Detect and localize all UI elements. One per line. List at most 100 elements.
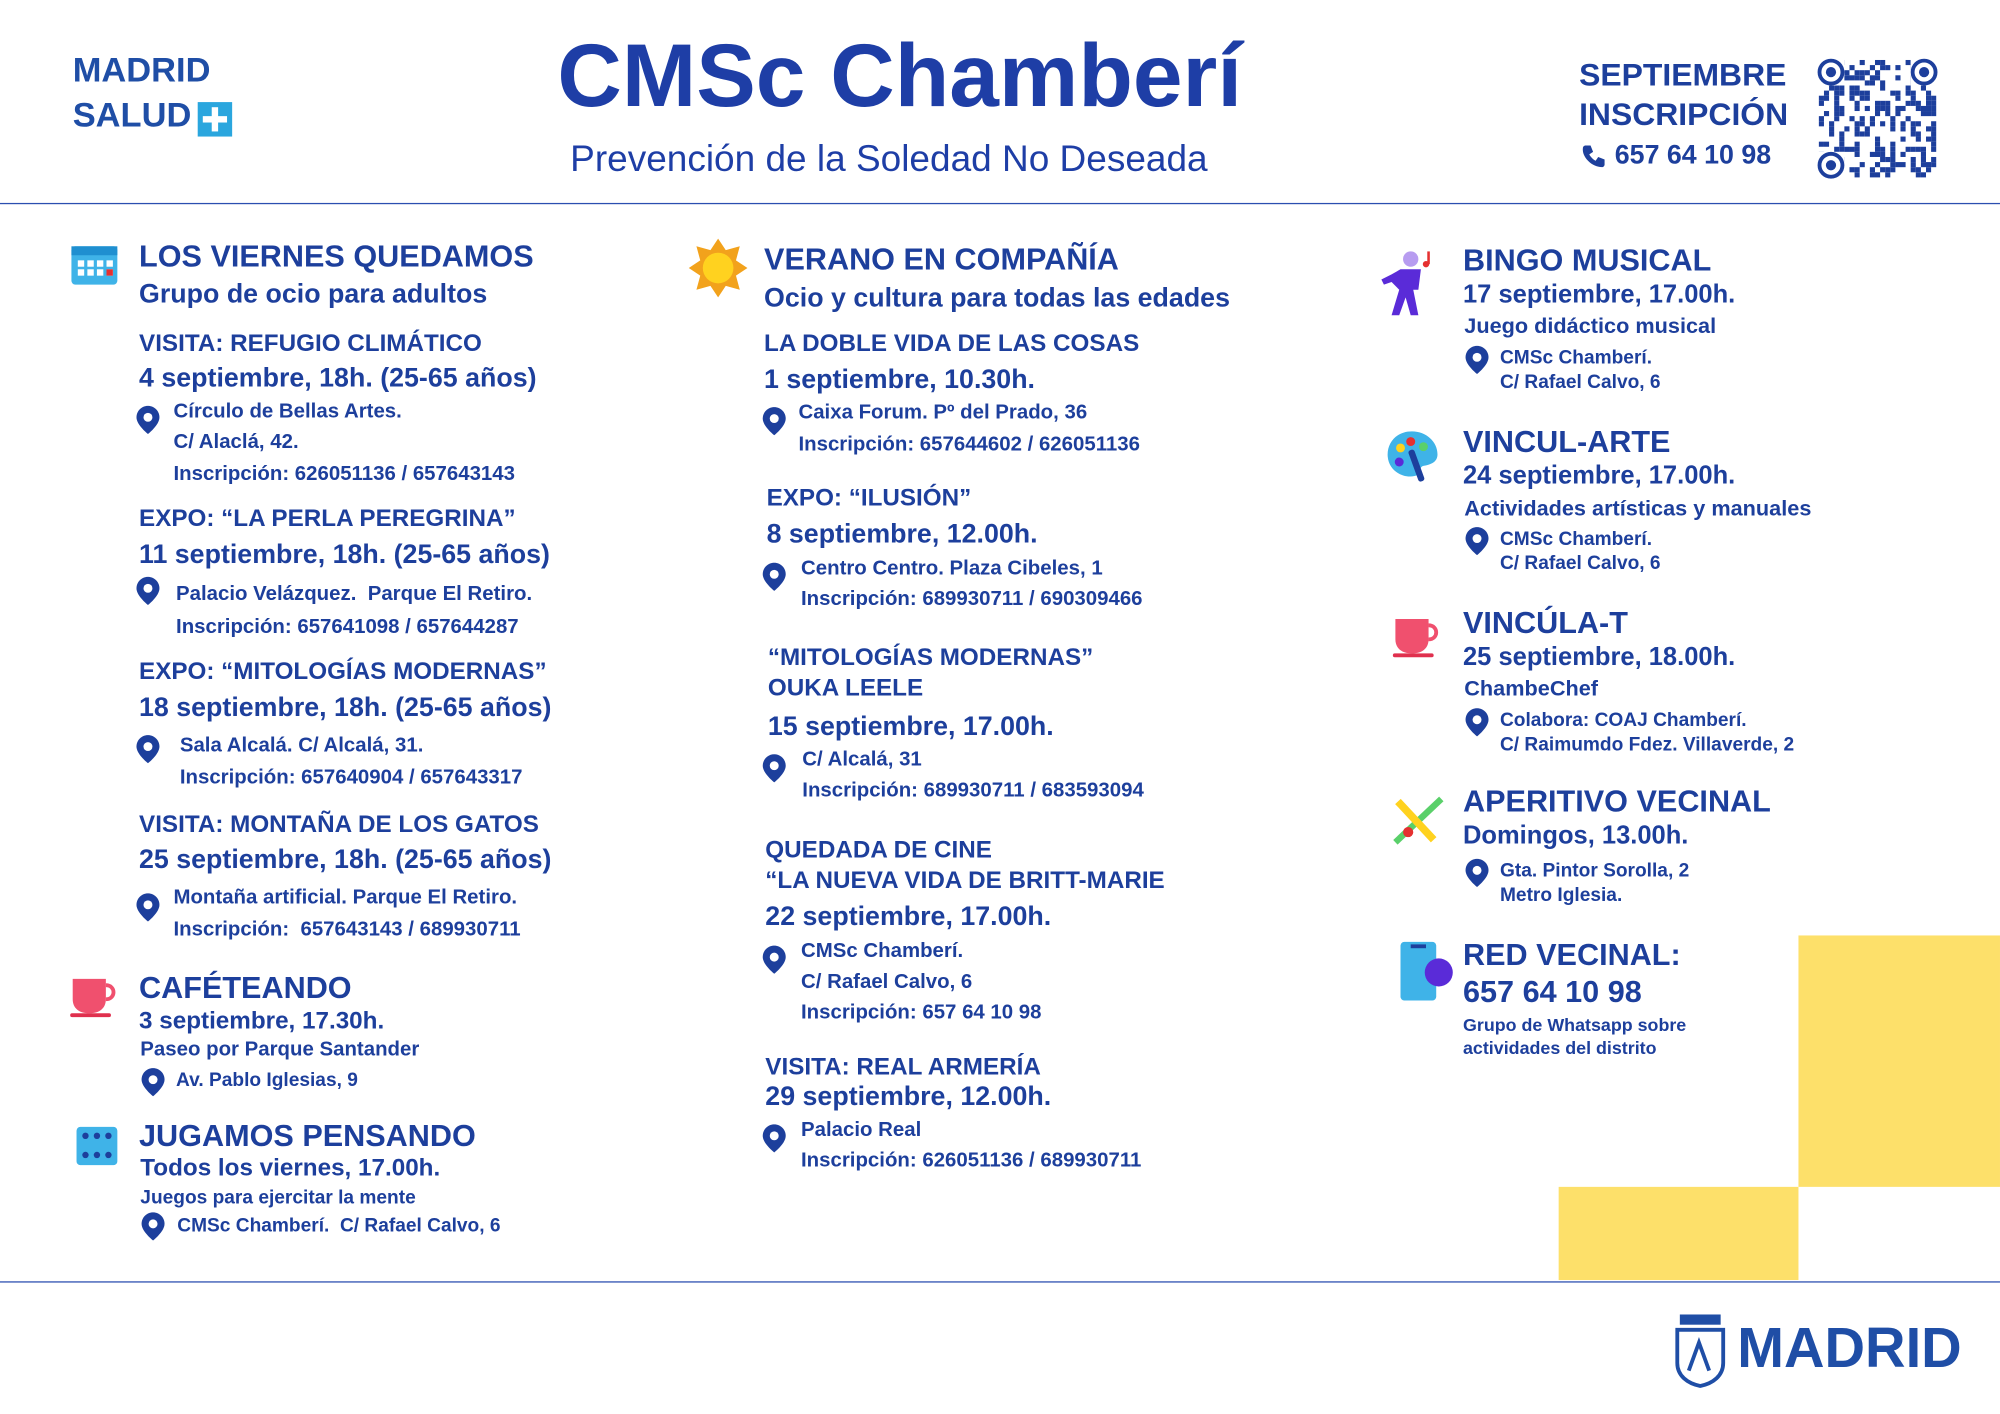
phone-icon xyxy=(1582,145,1605,168)
section-title: APERITIVO VECINAL xyxy=(1462,784,1771,819)
event-note: Actividades artísticas y manuales xyxy=(1464,496,1812,521)
cup-icon xyxy=(1392,618,1439,658)
event-place: CMSc Chamberí. xyxy=(1499,528,1653,551)
event-place: C/ Alcalá, 31 xyxy=(802,749,922,772)
event-place: Inscripción: 657644602 / 626051136 xyxy=(798,434,1140,457)
event-place: Colabora: COAJ Chamberí. xyxy=(1499,709,1747,732)
madrid-shield xyxy=(1675,1314,1726,1388)
event-place: Palacio Real xyxy=(801,1119,922,1142)
location-pin xyxy=(136,576,160,605)
event-place: CMSc Chamberí. C/ Rafael Calvo, 6 xyxy=(177,1214,501,1237)
section-title: VINCUL-ARTE xyxy=(1462,424,1671,459)
event-name: “LA NUEVA VIDA DE BRITT-MARIE xyxy=(765,867,1165,895)
brand-logo: MADRID xyxy=(72,50,211,90)
event-date: 3 septiembre, 17.30h. xyxy=(139,1007,385,1035)
event-place: Inscripción: 657 64 10 98 xyxy=(801,1002,1042,1025)
event-date: 25 septiembre, 18h. (25-65 años) xyxy=(139,845,552,875)
location-pin xyxy=(136,735,160,764)
event-place: C/ Raimumdo Fdez. Villaverde, 2 xyxy=(1499,733,1795,756)
location-pin xyxy=(1465,858,1489,887)
section-subtitle: Ocio y cultura para todas las edades xyxy=(764,283,1230,314)
event-place: Gta. Pintor Sorolla, 2 xyxy=(1499,860,1690,882)
event-date: 657 64 10 98 xyxy=(1462,974,1642,1009)
event-date: 29 septiembre, 12.00h. xyxy=(765,1082,1052,1113)
yellow-block xyxy=(1558,1186,1799,1281)
event-name: LA DOBLE VIDA DE LAS COSAS xyxy=(764,330,1140,357)
skewer-icon xyxy=(1393,796,1444,845)
event-name: VISITA: REAL ARMERÍA xyxy=(765,1053,1041,1081)
dice-icon xyxy=(76,1126,118,1166)
event-place: Montaña artificial. Parque El Retiro. xyxy=(173,887,518,910)
location-pin xyxy=(141,1212,165,1241)
event-place: C/ Rafael Calvo, 6 xyxy=(801,971,973,994)
section-title: RED VECINAL: xyxy=(1462,937,1681,972)
bottom-rule xyxy=(0,1281,2000,1283)
section-title: CAFÉTEANDO xyxy=(139,970,352,1006)
event-place: Inscripción: 689930711 / 690309466 xyxy=(801,588,1143,611)
event-name: VISITA: MONTAÑA DE LOS GATOS xyxy=(139,811,539,838)
location-pin xyxy=(762,407,786,436)
section-title: VERANO EN COMPAÑÍA xyxy=(764,241,1119,277)
event-date: Domingos, 13.00h. xyxy=(1462,821,1689,850)
location-pin xyxy=(1465,708,1489,737)
event-place: Inscripción: 689930711 / 683593094 xyxy=(802,780,1144,802)
brand-cross xyxy=(197,102,233,137)
event-date: 1 septiembre, 10.30h. xyxy=(764,365,1036,395)
sun-icon xyxy=(688,238,748,298)
event-place: CMSc Chamberí. xyxy=(801,941,964,963)
event-place: Av. Pablo Iglesias, 9 xyxy=(176,1069,358,1092)
event-note: Juegos para ejercitar la mente xyxy=(140,1186,416,1209)
cup-icon xyxy=(70,978,116,1018)
event-place: Inscripción: 626051136 / 689930711 xyxy=(801,1150,1142,1173)
top-rule xyxy=(0,202,2000,205)
section-title: JUGAMOS PENSANDO xyxy=(139,1118,476,1154)
event-place: Inscripción: 626051136 / 657643143 xyxy=(173,463,515,486)
signup: INSCRIPCIÓN xyxy=(1579,96,1789,133)
event-date: 4 septiembre, 18h. (25-65 años) xyxy=(139,364,537,394)
event-place: Inscripción: 657643143 / 689930711 xyxy=(173,919,521,942)
event-note: Paseo por Parque Santander xyxy=(140,1039,420,1062)
event-name: EXPO: “ILUSIÓN” xyxy=(766,484,972,512)
event-place: C/ Alaclá, 42. xyxy=(173,431,299,454)
location-pin xyxy=(762,1124,786,1153)
subtitle: Prevención de la Soledad No Deseada xyxy=(570,138,1208,180)
qr-code xyxy=(1817,58,1938,179)
yellow-block xyxy=(1798,935,2000,1187)
event-place: Caixa Forum. Pº del Prado, 36 xyxy=(798,402,1088,425)
event-note: Juego didáctico musical xyxy=(1464,313,1717,338)
event-name: OUKA LEELE xyxy=(767,674,924,702)
event-place: C/ Rafael Calvo, 6 xyxy=(1499,371,1661,394)
location-pin xyxy=(141,1068,165,1097)
event-place: Palacio Velázquez. Parque El Retiro. xyxy=(176,583,533,606)
event-name: VISITA: REFUGIO CLIMÁTICO xyxy=(139,330,482,357)
location-pin xyxy=(136,405,160,434)
month: SEPTIEMBRE xyxy=(1579,57,1787,94)
event-place: Círculo de Bellas Artes. xyxy=(173,401,402,423)
calendar-icon xyxy=(71,246,118,285)
event-date: 15 septiembre, 17.00h. xyxy=(767,712,1054,742)
event-note: actividades del distrito xyxy=(1462,1037,1657,1058)
event-date: 17 septiembre, 17.00h. xyxy=(1462,280,1736,309)
dancer-icon xyxy=(1381,251,1430,316)
event-note: Grupo de Whatsapp sobre xyxy=(1462,1014,1687,1035)
footer-logo: MADRID xyxy=(1737,1316,1962,1380)
event-date: 8 septiembre, 12.00h. xyxy=(766,519,1038,550)
section-title: VINCÚLA-T xyxy=(1462,605,1628,641)
event-date: 18 septiembre, 18h. (25-65 años) xyxy=(139,693,552,723)
phone: 657 64 10 98 xyxy=(1614,140,1772,171)
location-pin xyxy=(1465,527,1489,556)
section-title: LOS VIERNES QUEDAMOS xyxy=(139,239,534,274)
event-name: “MITOLOGÍAS MODERNAS” xyxy=(767,643,1094,671)
event-note: ChambeChef xyxy=(1464,676,1599,701)
event-date: 25 septiembre, 18.00h. xyxy=(1462,643,1736,672)
event-place: Inscripción: 657641098 / 657644287 xyxy=(176,616,519,639)
palette-icon xyxy=(1387,431,1438,482)
location-pin xyxy=(762,562,786,591)
event-place: C/ Rafael Calvo, 6 xyxy=(1499,552,1661,575)
event-date: 24 septiembre, 17.00h. xyxy=(1462,461,1736,491)
brand-logo: SALUD xyxy=(72,95,192,134)
event-place: CMSc Chamberí. xyxy=(1499,347,1653,369)
event-date: Todos los viernes, 17.00h. xyxy=(140,1154,441,1182)
event-name: QUEDADA DE CINE xyxy=(765,836,992,864)
